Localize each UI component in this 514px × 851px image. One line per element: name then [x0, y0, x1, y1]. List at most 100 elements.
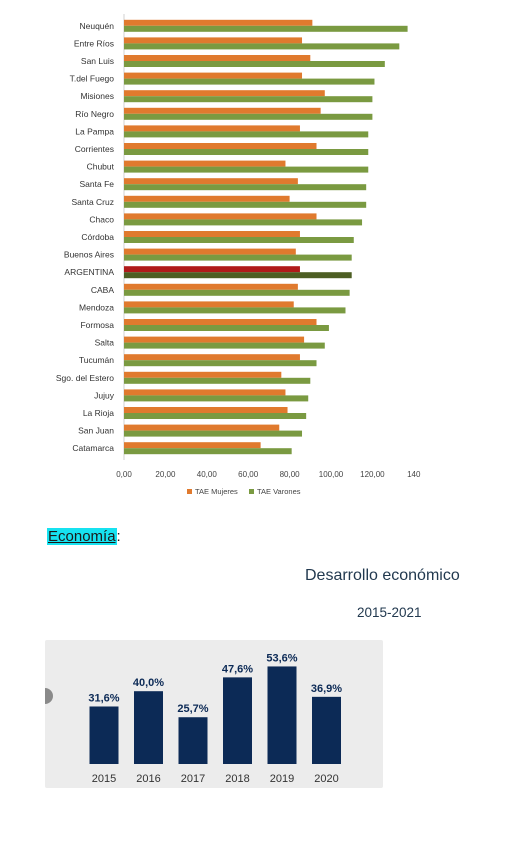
- bar-varones: [124, 395, 309, 402]
- value-label: 25,7%: [177, 703, 208, 715]
- bar-varones: [124, 184, 367, 191]
- bar-mujeres: [124, 37, 303, 44]
- bar-varones: [124, 61, 385, 67]
- year-label: 2020: [314, 773, 338, 785]
- section-label: Economía: [47, 528, 117, 545]
- bar-mujeres: [124, 336, 305, 343]
- year-bar: [134, 691, 163, 764]
- chart-legend: TAE Mujeres TAE Varones: [187, 487, 301, 496]
- development-title: Desarrollo económico: [305, 567, 460, 584]
- legend-label: TAE Varones: [257, 487, 301, 496]
- category-label: Córdoba: [81, 232, 114, 242]
- bars-group: [124, 19, 408, 455]
- bar-varones: [124, 113, 373, 120]
- section-heading: Economía:: [47, 528, 121, 545]
- bar-varones: [124, 43, 400, 50]
- bar-mujeres: [124, 354, 300, 361]
- bar-varones: [124, 448, 292, 455]
- legend-swatch: [187, 489, 192, 494]
- year-label: 2016: [136, 773, 160, 785]
- bar-varones: [124, 254, 352, 261]
- year-bar: [89, 706, 119, 764]
- bar-mujeres: [124, 72, 303, 79]
- year-label: 2019: [270, 773, 294, 785]
- category-label: Catamarca: [72, 443, 114, 453]
- chart-background: [45, 640, 383, 788]
- category-label: Sgo. del Estero: [56, 373, 114, 383]
- bar-varones: [124, 307, 346, 314]
- bar-varones: [124, 201, 367, 208]
- year-label: 2017: [181, 773, 205, 785]
- bar-mujeres: [124, 283, 298, 290]
- bar-mujeres: [124, 195, 290, 202]
- category-label: Chubut: [87, 162, 115, 172]
- value-label: 40,0%: [133, 677, 164, 689]
- year-bar: [267, 666, 297, 764]
- category-label: ARGENTINA: [64, 267, 114, 277]
- left-edge-marker: [45, 688, 53, 704]
- year-bar: [178, 717, 208, 764]
- category-label: Corrientes: [75, 144, 114, 154]
- bar-varones: [124, 219, 363, 226]
- bar-varones: [124, 96, 373, 103]
- category-label: T.del Fuego: [70, 74, 115, 84]
- bar-varones: [124, 289, 350, 296]
- year-bar: [223, 677, 252, 764]
- bar-varones: [124, 430, 303, 437]
- category-label: Neuquén: [79, 21, 114, 31]
- bar-mujeres: [124, 319, 317, 325]
- category-label: Mendoza: [79, 302, 114, 312]
- bar-varones: [124, 272, 352, 279]
- category-label: Formosa: [80, 320, 114, 330]
- bar-mujeres: [124, 55, 311, 61]
- provincial-tae-bar-chart: Neuquén Entre Ríos San Luis T.del Fuego Misi…: [56, 14, 421, 496]
- category-label: Santa Fe: [80, 179, 115, 189]
- bar-mujeres: [124, 248, 296, 255]
- x-tick-label: 0,00: [116, 470, 132, 479]
- bar-mujeres: [124, 107, 321, 114]
- category-label: San Juan: [78, 426, 114, 436]
- x-tick-label: 60,00: [238, 470, 259, 479]
- category-label: San Luis: [81, 56, 114, 66]
- year-bar: [312, 696, 341, 764]
- category-labels: Neuquén Entre Ríos San Luis T.del Fuego Misi…: [56, 21, 115, 453]
- year-labels: 2015 2016 2017 2018 2019 2020: [92, 773, 339, 785]
- bar-varones: [124, 237, 354, 243]
- category-label: Santa Cruz: [71, 197, 114, 207]
- x-tick-label: 100,00: [319, 470, 344, 479]
- category-label: Buenos Aires: [64, 250, 114, 260]
- category-label: Tucumán: [79, 355, 114, 365]
- value-labels: 31,6% 40,0% 25,7% 47,6% 53,6% 36,9%: [88, 652, 342, 715]
- bar-mujeres: [124, 90, 325, 97]
- bar-varones: [124, 325, 329, 331]
- legend-label: TAE Mujeres: [195, 487, 238, 496]
- year-label: 2018: [225, 773, 249, 785]
- value-label: 53,6%: [266, 652, 297, 664]
- bar-mujeres: [124, 301, 294, 308]
- bar-mujeres: [124, 389, 286, 396]
- bars-group: [89, 666, 341, 764]
- category-label: Entre Ríos: [74, 38, 114, 48]
- bar-mujeres: [124, 160, 286, 167]
- section-suffix: :: [116, 528, 121, 545]
- category-label: Jujuy: [94, 390, 115, 400]
- development-bar-chart: 31,6%40,0%25,7%47,6%53,6%36,9% 2015 2016 2…: [45, 640, 383, 788]
- bar-mujeres: [124, 371, 282, 378]
- category-label: Río Negro: [75, 109, 114, 119]
- bar-varones: [124, 149, 369, 155]
- bar-mujeres: [124, 407, 288, 413]
- category-label: La Pampa: [75, 126, 114, 136]
- bar-mujeres: [124, 19, 313, 26]
- value-label: 47,6%: [222, 663, 253, 675]
- category-label: Chaco: [89, 214, 114, 224]
- x-tick-label: 80,00: [280, 470, 301, 479]
- bar-mujeres: [124, 213, 317, 220]
- development-subtitle: 2015-2021: [357, 605, 422, 620]
- value-label: 31,6%: [88, 692, 119, 704]
- bar-varones: [124, 166, 369, 173]
- bar-mujeres: [124, 424, 280, 431]
- bar-varones: [124, 413, 307, 419]
- x-tick-label: 120,00: [360, 470, 385, 479]
- bar-mujeres: [124, 143, 317, 149]
- bar-mujeres: [124, 125, 300, 132]
